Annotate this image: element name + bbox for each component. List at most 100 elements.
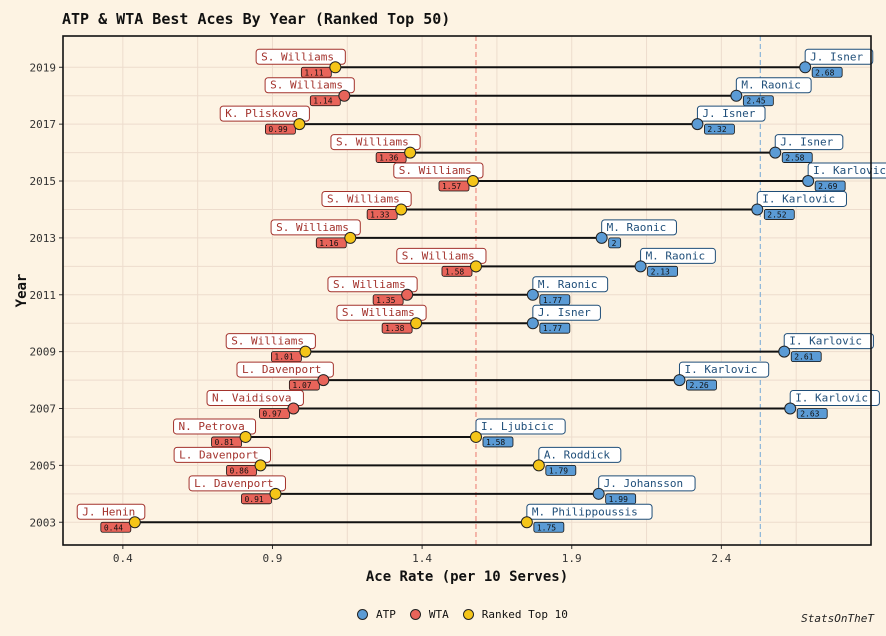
atp-rate-label-box — [704, 123, 735, 135]
wta-player-label: S. Williams — [336, 136, 409, 149]
atp-rate-label: 2.13 — [651, 267, 670, 276]
wta-rate-label: 0.91 — [244, 495, 263, 504]
atp-player-label-box — [774, 134, 844, 151]
wta-player-label: L. Davenport — [242, 363, 321, 376]
wta-player-label: S. Williams — [276, 221, 349, 234]
wta-player-label-box — [270, 219, 361, 236]
y-tick-label: 2015 — [30, 175, 57, 188]
atp-rate-label-box — [811, 66, 843, 78]
atp-player-label-box — [696, 105, 766, 122]
atp-rate-label: 1.75 — [537, 523, 556, 532]
atp-rate-label: 2.45 — [746, 97, 765, 106]
legend-item-top10: Ranked Top 10 — [462, 608, 568, 621]
y-tick-label: 2013 — [30, 232, 57, 245]
atp-rate-label: 2.58 — [785, 154, 804, 163]
atp-rate-label-box — [686, 379, 717, 391]
atp-rate-label: 1.77 — [543, 324, 562, 333]
wta-player-label-box — [255, 48, 346, 65]
wta-point — [395, 203, 408, 216]
y-tick-label: 2007 — [30, 403, 57, 416]
atp-rate-label-box — [533, 521, 565, 533]
wta-point — [469, 260, 482, 273]
wta-player-label-box — [225, 333, 316, 350]
atp-player-label-box — [532, 276, 609, 293]
atp-point — [778, 345, 791, 358]
wta-rate-label: 0.44 — [104, 523, 123, 532]
wta-player-label-box — [264, 77, 355, 94]
wta-rate-label-box — [265, 123, 296, 135]
atp-player-label-box — [532, 304, 601, 321]
wta-player-label: L. Davenport — [179, 448, 258, 461]
legend-atp-label: ATP — [376, 608, 396, 621]
wta-player-label: S. Williams — [342, 306, 415, 319]
wta-player-label-box — [396, 247, 487, 264]
wta-player-label-box — [188, 475, 286, 492]
atp-rate-label-box — [539, 322, 571, 334]
atp-player-label: I. Karlovic — [684, 363, 757, 376]
atp-point — [526, 288, 539, 301]
wta-player-label-box — [236, 361, 334, 378]
atp-rate-label-box — [781, 152, 813, 163]
wta-player-label: S. Williams — [231, 335, 304, 348]
atp-rate-label: 2.61 — [794, 353, 813, 362]
atp-rate-label: 2.63 — [800, 410, 819, 419]
atp-rate-label-box — [790, 351, 822, 363]
atp-player-label: I. Karlovic — [762, 192, 835, 205]
atp-rate-label-box — [647, 265, 678, 277]
wta-rate-label: 1.33 — [370, 210, 389, 219]
legend-item-atp: ATP — [357, 608, 396, 621]
wta-player-label: S. Williams — [261, 50, 334, 63]
wta-point — [317, 374, 330, 387]
wta-rate-label-box — [438, 180, 470, 192]
atp-rate-label: 2.69 — [818, 182, 837, 191]
wta-rate-label-box — [309, 95, 341, 107]
x-tick-label: 0.9 — [263, 552, 283, 565]
atp-player-label: J. Isner — [702, 107, 755, 120]
atp-player-label-box — [735, 77, 812, 94]
wta-point — [254, 459, 267, 472]
atp-player-label: I. Ljubicic — [481, 420, 554, 433]
legend-wta-dot-icon — [409, 609, 421, 620]
wta-rate-label: 0.97 — [262, 410, 281, 419]
wta-point — [404, 146, 417, 159]
wta-player-label: N. Petrova — [179, 420, 245, 433]
wta-rate-label: 0.81 — [215, 438, 234, 447]
x-tick-label: 2.4 — [711, 552, 731, 565]
wta-player-label: S. Williams — [399, 164, 472, 177]
wta-player-label: S. Williams — [270, 79, 343, 92]
y-axis-title: Year — [14, 274, 30, 308]
atp-point — [592, 487, 605, 500]
y-tick-label: 2017 — [30, 118, 57, 131]
wta-rate-label: 1.36 — [379, 154, 398, 163]
x-tick-label: 1.4 — [412, 552, 432, 565]
plot-border — [62, 35, 872, 546]
wta-rate-label: 1.57 — [442, 182, 461, 191]
atp-point — [751, 203, 764, 216]
atp-rate-label-box — [796, 408, 828, 419]
wta-rate-label-box — [259, 408, 290, 419]
atp-rate-label-box — [482, 436, 514, 448]
atp-player-label: M. Raonic — [741, 79, 801, 92]
atp-player-label-box — [678, 361, 770, 378]
y-tick-label: 2009 — [30, 346, 57, 359]
y-tick-label: 2011 — [30, 289, 57, 302]
atp-point — [520, 516, 533, 529]
atp-player-label-box — [538, 446, 622, 463]
legend-wta-label: WTA — [428, 608, 449, 621]
atp-player-label-box — [601, 219, 677, 236]
wta-player-label-box — [173, 446, 272, 463]
atp-point — [634, 260, 647, 273]
atp-rate-label: 2.32 — [707, 125, 726, 134]
wta-point — [287, 402, 300, 415]
wta-player-label: S. Williams — [402, 249, 475, 262]
wta-rate-label-box — [366, 209, 398, 220]
wta-point — [128, 516, 141, 529]
legend: ATP WTA Ranked Top 10 — [357, 608, 582, 621]
atp-player-label-box — [475, 418, 566, 435]
atp-rate-label: 2.68 — [815, 68, 834, 77]
atp-player-label: M. Philippoussis — [532, 505, 638, 518]
atp-player-label: I. Karlovic — [813, 164, 886, 177]
atp-rate-label: 1.79 — [549, 466, 568, 475]
wta-rate-label: 0.99 — [268, 125, 287, 134]
wta-rate-label: 1.11 — [304, 68, 323, 77]
